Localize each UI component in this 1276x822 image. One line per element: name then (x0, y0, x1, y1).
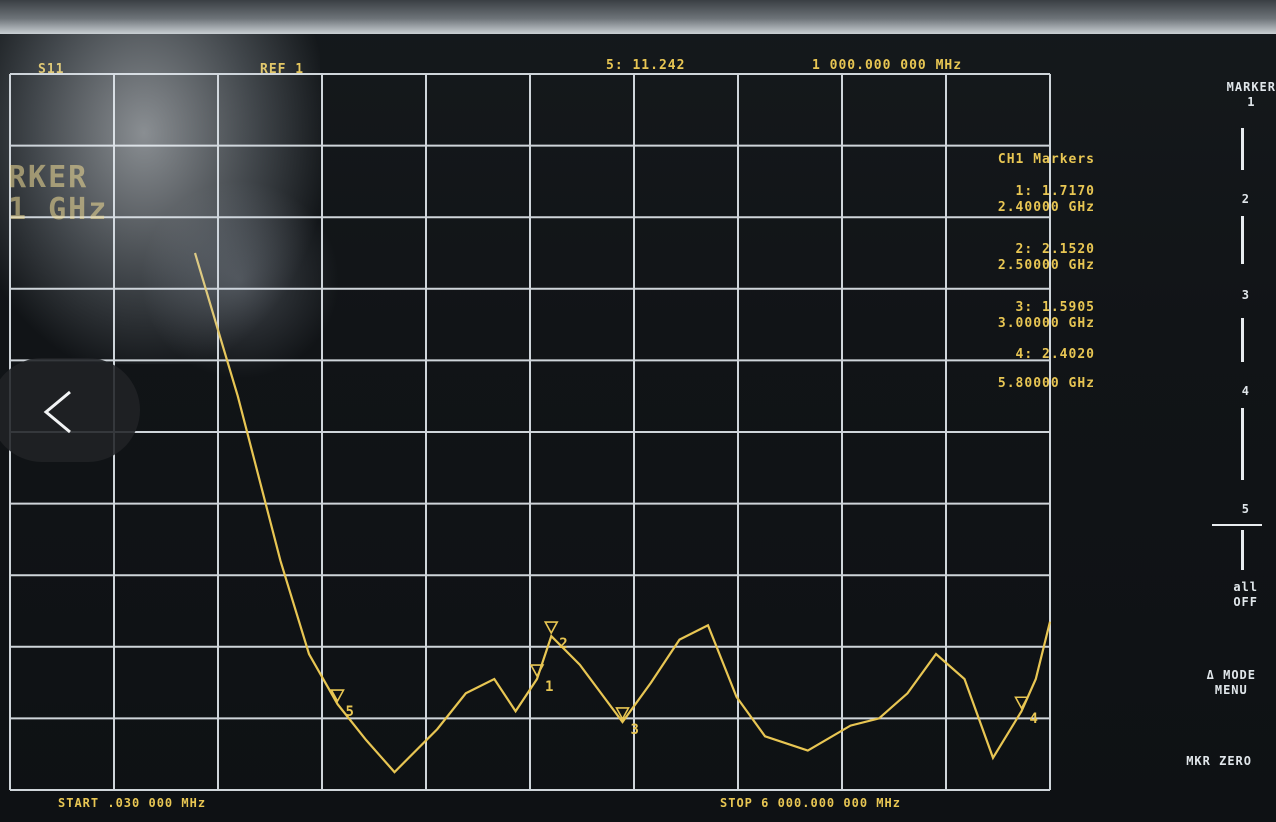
softkey-mode-line: Δ MODE (1206, 668, 1256, 682)
marker-point-4: 4 (1014, 696, 1038, 727)
markers-panel-title: CH1 Markers (997, 152, 1095, 167)
softkey-divider (1241, 128, 1244, 170)
softkey-marker-4[interactable]: 4 (1241, 384, 1250, 398)
stop-frequency: STOP 6 000.000 000 MHz (720, 796, 901, 810)
marker-point-3: 3 (615, 707, 639, 738)
marker-points: 1 2 3 4 5 (330, 621, 1038, 738)
marker-point-1: 1 (529, 664, 553, 695)
marker-triangle (1014, 696, 1029, 710)
monitor-bezel (0, 0, 1276, 34)
softkey-delta-mode-menu[interactable]: Δ MODE MENU (1207, 668, 1256, 698)
marker-1-freq: 2.40000 GHz (997, 200, 1095, 215)
marker-overlay-text: RKER 1 GHz (8, 162, 108, 226)
marker-triangle (330, 689, 345, 703)
softkey-marker-2[interactable]: 2 (1241, 192, 1250, 206)
marker-2-value: 2: 2.1520 (1015, 242, 1095, 257)
softkey-title-line: MARKER (1226, 80, 1276, 94)
marker-overlay-line: RKER (8, 160, 89, 195)
marker-number: 5 (346, 704, 354, 720)
softkey-divider (1241, 318, 1244, 362)
marker-triangle (615, 707, 630, 721)
softkey-panel: MARKER 1 2 3 4 5 all OFF Δ MODE MENU MKR… (1100, 60, 1276, 800)
chevron-left-icon (43, 390, 71, 434)
softkey-marker-5[interactable]: 5 (1241, 502, 1250, 516)
plot-grid (9, 73, 1051, 791)
marker-1-value: 1: 1.7170 (1015, 184, 1095, 199)
softkey-all-off-line: OFF (1233, 595, 1258, 609)
softkey-marker-zero[interactable]: MKR ZERO (1186, 754, 1252, 768)
marker-3-freq: 3.00000 GHz (997, 316, 1095, 331)
marker-point-2: 2 (543, 621, 568, 652)
marker-point-5: 5 (330, 689, 354, 720)
s11-trace-line (193, 252, 1052, 774)
softkey-marker-3[interactable]: 3 (1241, 288, 1250, 302)
marker-readout: 5: 11.242 (606, 58, 686, 73)
marker-number: 2 (559, 636, 567, 652)
marker-triangle (543, 621, 559, 635)
marker-triangle (529, 664, 545, 678)
marker-2-freq: 2.50000 GHz (997, 258, 1095, 273)
marker-3-value: 3: 1.5905 (1015, 300, 1095, 315)
marker-4-freq: 5.80000 GHz (997, 376, 1095, 391)
softkey-mode-line: MENU (1214, 683, 1248, 697)
softkey-divider (1241, 408, 1244, 480)
marker-4-value: 4: 2.4020 (1015, 347, 1095, 362)
marker-number: 4 (1030, 711, 1038, 727)
start-frequency: START .030 000 MHz (58, 796, 207, 810)
softkey-marker-title[interactable]: MARKER 1 (1227, 80, 1276, 110)
back-button[interactable] (0, 358, 140, 462)
softkey-all-off-line: all (1233, 580, 1258, 594)
marker-frequency: 1 000.000 000 MHz (812, 58, 963, 73)
marker-number: 1 (545, 679, 553, 695)
softkey-underline (1212, 524, 1262, 526)
softkey-divider (1241, 216, 1244, 264)
softkey-all-off[interactable]: all OFF (1233, 580, 1258, 610)
smith-trace-plot: 1 2 3 4 5 (9, 73, 1052, 791)
softkey-divider (1241, 530, 1244, 570)
marker-number: 3 (631, 722, 639, 738)
softkey-title-line: 1 (1247, 95, 1256, 109)
marker-overlay-line: 1 GHz (8, 192, 109, 227)
